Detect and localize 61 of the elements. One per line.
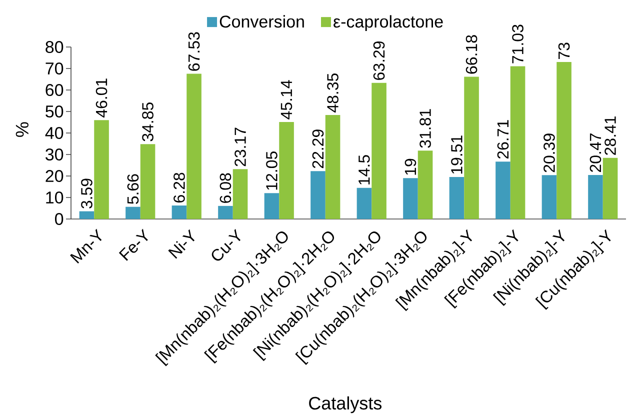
bar (602, 158, 618, 219)
bar (186, 74, 202, 219)
bar (418, 150, 433, 219)
bar (449, 177, 464, 219)
data-label: 23.17 (234, 128, 246, 166)
data-label: 6.28 (174, 172, 185, 202)
bar (232, 169, 248, 219)
data-label: 67.53 (188, 32, 200, 71)
data-label: 48.35 (327, 73, 338, 112)
bar (172, 205, 187, 219)
bar (542, 175, 557, 219)
data-label: 6.08 (220, 173, 232, 203)
bar (403, 178, 418, 219)
data-label: 71.03 (512, 24, 524, 64)
y-tick-label: 70 (46, 62, 64, 75)
data-label: 46.01 (96, 78, 108, 118)
y-tick-label: 10 (46, 191, 64, 204)
bar (556, 62, 572, 219)
y-tick-label: 60 (46, 84, 64, 96)
data-label: 20.47 (590, 134, 602, 172)
legend-label: Conversion (220, 15, 304, 28)
data-label: 14.5 (358, 155, 370, 184)
y-tick-label: 20 (46, 170, 64, 182)
data-label: 63.29 (373, 41, 385, 80)
data-label: 19.51 (451, 136, 462, 174)
data-label: 31.81 (420, 109, 431, 148)
bar (79, 211, 94, 219)
bar (325, 115, 340, 219)
bar (310, 171, 326, 219)
data-label: 3.59 (81, 178, 92, 208)
bar (510, 66, 526, 219)
data-label: 73 (558, 42, 570, 60)
data-label: 34.85 (142, 102, 154, 142)
bar (588, 174, 603, 219)
y-axis-title: % (16, 122, 28, 137)
y-tick-label: 30 (46, 148, 64, 161)
data-label: 66.18 (466, 35, 478, 74)
y-tick-label: 0 (55, 212, 64, 226)
legend-label: ε-caprolactone (334, 15, 443, 31)
bar (356, 188, 372, 219)
data-label: 22.29 (312, 130, 324, 168)
bar (126, 206, 140, 219)
bar (264, 193, 280, 219)
data-label: 5.66 (127, 174, 139, 204)
data-label: 45.14 (280, 80, 292, 120)
bar (496, 162, 510, 219)
bar (279, 122, 294, 219)
data-label: 12.05 (266, 152, 278, 190)
data-label: 20.39 (544, 134, 555, 172)
bar (218, 206, 233, 219)
data-label: 19 (404, 158, 416, 175)
bar (372, 82, 386, 219)
y-tick-label: 50 (46, 105, 64, 118)
bar (94, 120, 109, 219)
data-label: 28.41 (604, 116, 616, 155)
bar (140, 144, 156, 219)
y-tick-label: 40 (45, 126, 64, 140)
x-axis-title: Catalysts (309, 396, 382, 414)
bar (464, 76, 479, 219)
y-tick-label: 80 (46, 40, 64, 54)
data-label: 26.71 (497, 120, 509, 159)
